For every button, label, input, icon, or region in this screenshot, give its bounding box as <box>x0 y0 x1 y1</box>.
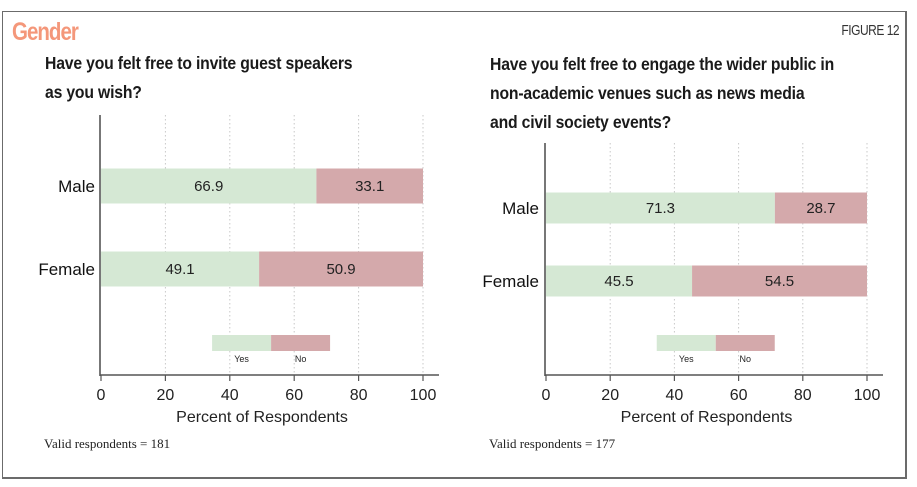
right-data-label: 45.5 <box>604 273 633 290</box>
right-category-label: Male <box>502 199 539 218</box>
right-data-label: 54.5 <box>765 273 794 290</box>
right-legend-swatch-no <box>715 335 775 351</box>
right-x-tick-label: 60 <box>730 387 748 404</box>
left-category-label: Female <box>38 260 95 279</box>
left-legend-label-no: No <box>295 354 307 364</box>
left-legend-label-yes: Yes <box>234 354 249 364</box>
left-x-tick-label: 100 <box>410 387 437 404</box>
left-x-tick-label: 80 <box>350 387 368 404</box>
right-x-tick-label: 100 <box>854 387 881 404</box>
right-footnote: Valid respondents = 177 <box>489 436 616 451</box>
right-bar-no-male <box>774 192 867 224</box>
left-legend-swatch-no <box>271 335 331 351</box>
left-bar-no-male <box>316 168 423 204</box>
left-data-label: 33.1 <box>355 178 384 195</box>
right-chart-title-line: Have you felt free to engage the wider p… <box>490 54 835 74</box>
left-category-label: Male <box>58 177 95 196</box>
right-category-label: Female <box>482 272 539 291</box>
section-title: Gender <box>12 18 79 46</box>
left-bar-no-female <box>259 251 423 287</box>
right-bar-no-female <box>692 265 867 297</box>
left-legend-swatch-yes <box>212 335 272 351</box>
right-data-label: 28.7 <box>806 200 835 217</box>
left-data-label: 49.1 <box>165 261 194 278</box>
figure-label: FIGURE 12 <box>841 22 899 39</box>
right-data-label: 71.3 <box>646 200 675 217</box>
right-legend-label-yes: Yes <box>679 354 694 364</box>
right-legend-swatch-yes <box>656 335 716 351</box>
left-x-tick-label: 60 <box>285 387 303 404</box>
right-bar-yes-male <box>546 192 775 224</box>
right-legend-label-no: No <box>739 354 751 364</box>
left-bar-yes-male <box>101 168 317 204</box>
left-footnote: Valid respondents = 181 <box>44 436 171 451</box>
right-x-tick-label: 40 <box>666 387 684 404</box>
left-bar-yes-female <box>101 251 260 287</box>
right-x-tick-label: 80 <box>794 387 812 404</box>
left-x-axis-title: Percent of Respondents <box>176 409 348 426</box>
left-chart-title-line: Have you felt free to invite guest speak… <box>45 53 353 73</box>
left-chart-title: Have you felt free to invite guest speak… <box>45 49 353 107</box>
left-data-label: 50.9 <box>326 261 355 278</box>
right-chart-title: Have you felt free to engage the wider p… <box>490 50 834 137</box>
right-x-tick-label: 20 <box>601 387 619 404</box>
left-x-tick-label: 40 <box>221 387 239 404</box>
right-bar-yes-female <box>546 265 693 297</box>
right-x-tick-label: 0 <box>542 387 551 404</box>
right-x-axis-title: Percent of Respondents <box>621 409 793 426</box>
left-x-tick-label: 0 <box>97 387 106 404</box>
right-chart-title-line: non-academic venues such as news media <box>490 83 805 103</box>
left-x-tick-label: 20 <box>157 387 175 404</box>
right-chart-title-line: and civil society events? <box>490 112 672 132</box>
left-data-label: 66.9 <box>194 178 223 195</box>
left-chart-title-line: as you wish? <box>45 82 142 102</box>
figure-frame <box>2 11 907 479</box>
